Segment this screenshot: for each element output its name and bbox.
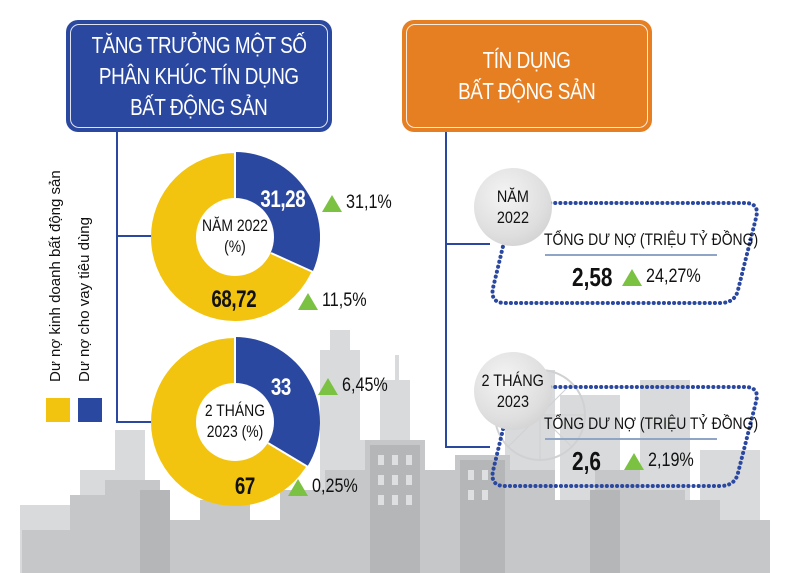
donut-chart-2022 (151, 152, 320, 321)
donut-2023-center-label: 2 THÁNG 2023 (%) (204, 401, 266, 441)
donut-2022-center-label: NĂM 2022 (%) (202, 216, 268, 256)
donut-2023-yellow-value: 67 (234, 473, 255, 500)
left-title-line-1: TĂNG TRƯỞNG MỘT SỐ (91, 31, 307, 58)
up-triangle-icon (622, 268, 642, 286)
card-2023-change: 2,19% (624, 450, 702, 472)
card-2022-total-value: 2,58 (572, 262, 613, 292)
donut-2022-blue-value: 31,28 (260, 186, 306, 213)
right-title-line-2: BẤT ĐỘNG SẢN (458, 78, 596, 104)
donut-2022-blue-change: 31,1% (322, 192, 400, 214)
donut-chart-2023 (151, 337, 320, 506)
legend-blue-swatch-icon (78, 398, 102, 422)
donut-2023-blue-change: 6,45% (318, 375, 396, 397)
donut-2022-yellow-value: 68,72 (211, 286, 257, 313)
right-panel-title: TÍN DỤNG BẤT ĐỘNG SẢN (402, 20, 652, 132)
donut-2022-yellow-change: 11,5% (298, 290, 374, 312)
donut-2023-yellow-change: 0,25% (288, 476, 366, 498)
up-triangle-icon (298, 292, 318, 310)
period-circle-2022: NĂM 2022 (474, 168, 552, 246)
up-triangle-icon (322, 194, 342, 212)
left-title-line-2: PHÂN KHÚC TÍN DỤNG (99, 62, 299, 89)
card-2023-divider (545, 438, 717, 440)
up-triangle-icon (288, 478, 308, 496)
legend-yellow-swatch-icon (46, 398, 70, 422)
left-panel-title: TĂNG TRƯỞNG MỘT SỐ PHÂN KHÚC TÍN DỤNG BẤ… (66, 20, 332, 132)
card-2022-metric-title: TỔNG DƯ NỢ (TRIỆU TỶ ĐỒNG) (544, 230, 759, 249)
right-title-line-1: TÍN DỤNG (483, 47, 571, 73)
card-2022-change: 24,27% (622, 266, 710, 288)
donut-2023-blue-value: 33 (270, 374, 291, 401)
up-triangle-icon (318, 377, 338, 395)
period-circle-2023: 2 THÁNG 2023 (474, 352, 552, 430)
card-2023-metric-title: TỔNG DƯ NỢ (TRIỆU TỶ ĐỒNG) (544, 414, 759, 433)
card-2022-divider (545, 254, 717, 256)
up-triangle-icon (624, 452, 644, 470)
card-2023-total-value: 2,6 (572, 446, 601, 476)
left-title-line-3: BẤT ĐỘNG SẢN (130, 93, 268, 120)
